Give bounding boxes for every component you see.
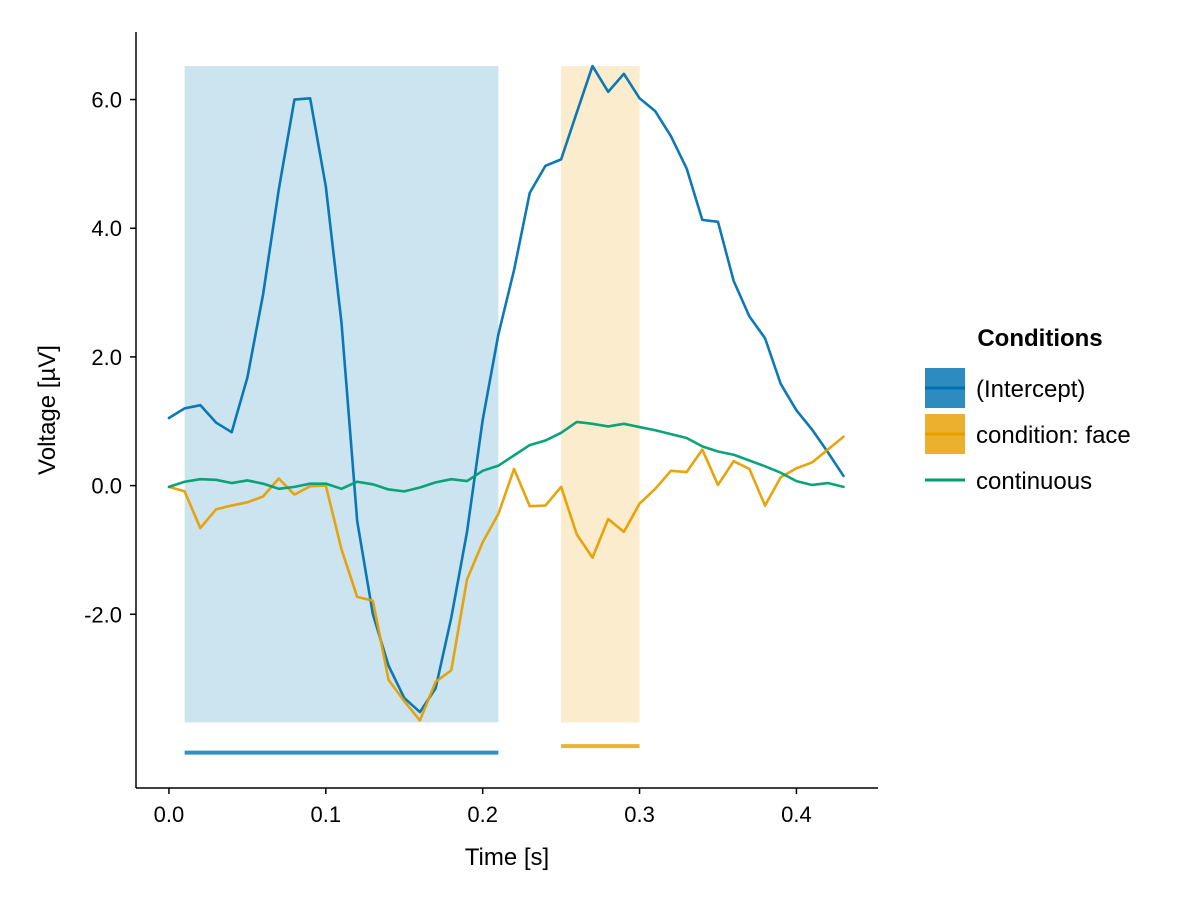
series-line-continuous	[167, 420, 845, 493]
legend-title: Conditions	[977, 325, 1102, 352]
x-axis-ticks: 0.0 0.1 0.2 0.3 0.4	[154, 788, 812, 827]
x-axis-title: Time [s]	[465, 844, 549, 871]
y-tick-label: 0.0	[91, 474, 122, 499]
legend-label-condition-face: condition: face	[976, 422, 1131, 449]
x-tick-label: 0.4	[781, 802, 812, 827]
significance-markers	[184, 744, 640, 755]
y-tick-label: 6.0	[91, 88, 122, 113]
x-tick-label: 0.1	[311, 802, 342, 827]
series-line-condition-face	[167, 435, 845, 722]
x-tick-label: 0.3	[624, 802, 655, 827]
x-tick-label: 0.0	[154, 802, 185, 827]
series-lines	[167, 64, 845, 722]
legend-entry-intercept: (Intercept)	[925, 368, 1085, 408]
legend: Conditions (Intercept) condition: face c…	[925, 325, 1131, 495]
series-line-intercept	[167, 64, 845, 714]
legend-entry-condition-face: condition: face	[925, 414, 1131, 454]
y-tick-label: -2.0	[84, 602, 122, 627]
y-axis-ticks: -2.0 0.0 2.0 4.0 6.0	[84, 88, 136, 627]
y-axis-title: Voltage [µV]	[34, 345, 61, 475]
y-tick-label: 2.0	[91, 345, 122, 370]
legend-label-continuous: continuous	[976, 468, 1092, 495]
legend-entry-continuous: continuous	[925, 468, 1092, 495]
x-tick-label: 0.2	[467, 802, 498, 827]
significance-band-intercept	[184, 66, 499, 723]
y-tick-label: 4.0	[91, 216, 122, 241]
legend-label-intercept: (Intercept)	[976, 376, 1085, 403]
significance-bands	[184, 66, 640, 723]
significance-band-condition-face	[561, 66, 640, 723]
